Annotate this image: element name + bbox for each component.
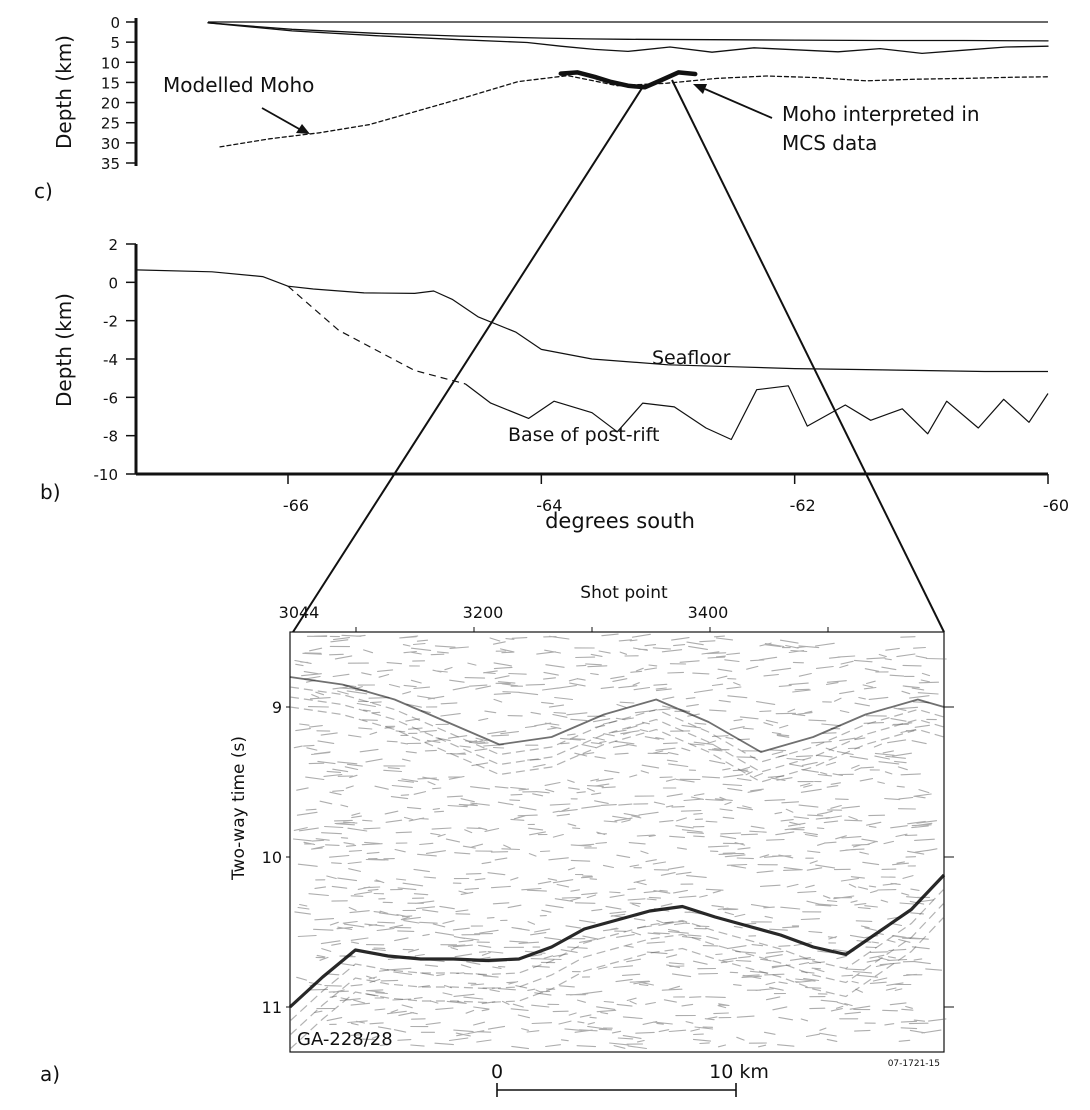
shot-point-tick-label: 3400 bbox=[688, 603, 729, 622]
panel-b-y-tick-label: -8 bbox=[103, 428, 118, 446]
shot-point-tick-label: 3044 bbox=[279, 603, 320, 622]
reflector-echo bbox=[289, 706, 945, 783]
annotation-mcs-data: MCS data bbox=[782, 131, 877, 155]
panel-b-y-tick-label: -10 bbox=[94, 466, 119, 484]
zoom-line-left bbox=[292, 84, 645, 633]
panel-c-y-ticks: 0 5 10 15 20 25 30 35 bbox=[101, 14, 136, 173]
zoom-line-right bbox=[671, 79, 945, 633]
reflector-echo bbox=[289, 686, 945, 763]
two-way-time-tick-label: 9 bbox=[272, 698, 282, 717]
panel-label-a: a) bbox=[40, 1062, 60, 1086]
panel-b: 2 0 -2 -4 -6 -8 -10 -66 -64 -62 -60 Depth (km) de… bbox=[40, 236, 1069, 533]
panel-b-x-tick-label: -60 bbox=[1043, 496, 1069, 515]
panel-b-y-tick-label: -2 bbox=[103, 313, 118, 331]
arrowhead-modelled-moho bbox=[296, 124, 310, 134]
two-way-time-ticks: 9 10 11 bbox=[262, 698, 954, 1017]
panel-c-y-tick-label: 30 bbox=[101, 135, 120, 153]
panel-b-y-tick-label: 0 bbox=[108, 274, 118, 292]
panel-c-y-tick-label: 5 bbox=[110, 34, 120, 52]
scale-bar-start-label: 0 bbox=[491, 1061, 503, 1083]
annotation-arrow-moho-interpreted bbox=[704, 88, 773, 119]
panel-b-series-seafloor bbox=[135, 269, 1048, 373]
annotation-seafloor: Seafloor bbox=[652, 347, 731, 369]
panel-b-y-axis-label: Depth (km) bbox=[52, 293, 76, 407]
panel-label-c: c) bbox=[34, 179, 53, 203]
shot-point-axis-label: Shot point bbox=[580, 583, 668, 603]
panel-label-b: b) bbox=[40, 480, 61, 504]
seismic-section-frame bbox=[289, 631, 945, 1053]
panel-b-y-tick-label: -6 bbox=[103, 389, 118, 407]
panel-c-series-seafloor bbox=[207, 22, 1049, 42]
panel-c-y-axis-label: Depth (km) bbox=[52, 35, 76, 149]
panel-c-y-tick-label: 10 bbox=[101, 54, 120, 72]
scale-bar-end-label: 10 km bbox=[709, 1061, 769, 1083]
figure-code: 07-1721-15 bbox=[888, 1059, 940, 1069]
panel-b-x-ticks: -66 -64 -62 -60 bbox=[283, 474, 1069, 515]
reflector-echo bbox=[289, 696, 945, 773]
panel-b-series bbox=[135, 269, 1049, 441]
panel-b-series-base-of-post-rift bbox=[464, 383, 1049, 441]
panel-a: Shot point 3044 3200 3400 9 10 11 Two-way ti… bbox=[40, 583, 954, 1097]
section-label: GA-228/28 bbox=[297, 1029, 393, 1050]
panel-b-series-base-of-post-rift-inferred- bbox=[287, 285, 466, 385]
panel-c-y-tick-label: 0 bbox=[110, 14, 120, 32]
annotation-arrow-modelled-moho bbox=[261, 107, 302, 131]
two-way-time-axis-label: Two-way time (s) bbox=[229, 736, 249, 881]
panel-c-y-tick-label: 25 bbox=[101, 115, 120, 133]
panel-c-y-tick-label: 20 bbox=[101, 95, 120, 113]
panel-b-x-axis-label: degrees south bbox=[545, 509, 695, 533]
reflector-echo bbox=[289, 902, 945, 1036]
annotation-modelled-moho: Modelled Moho bbox=[163, 73, 314, 97]
panel-b-y-ticks: 2 0 -2 -4 -6 -8 -10 bbox=[94, 236, 136, 484]
two-way-time-tick-label: 10 bbox=[262, 848, 282, 867]
arrowhead-moho-interpreted bbox=[693, 84, 707, 94]
panel-b-x-tick-label: -64 bbox=[536, 496, 562, 515]
seismic-reflectors bbox=[288, 676, 946, 1050]
reflector-echo bbox=[289, 916, 945, 1050]
annotation-base-post-rift: Base of post-rift bbox=[508, 424, 659, 446]
shot-point-tick-label: 3200 bbox=[463, 603, 504, 622]
panel-c-y-tick-label: 35 bbox=[101, 155, 120, 173]
two-way-time-tick-label: 11 bbox=[262, 998, 282, 1017]
reflector-echo bbox=[289, 888, 945, 1022]
annotation-moho-interpreted: Moho interpreted in bbox=[782, 102, 980, 126]
panel-c-series-moho-interpreted-in-mcs-data bbox=[558, 70, 698, 90]
shot-point-ticks: 3044 3200 3400 bbox=[279, 603, 829, 632]
reflector-upper-reflector bbox=[289, 676, 945, 753]
panel-b-x-tick-label: -62 bbox=[790, 496, 816, 515]
panel-c-y-tick-label: 15 bbox=[101, 74, 120, 92]
panel-c-series bbox=[207, 21, 1049, 148]
panel-b-y-tick-label: -4 bbox=[103, 351, 118, 369]
panel-c-series-base-of-post-rift bbox=[207, 22, 1049, 55]
reflector-moho-reflector bbox=[288, 873, 946, 1009]
panel-b-x-tick-label: -66 bbox=[283, 496, 309, 515]
panel-b-y-tick-label: 2 bbox=[108, 236, 118, 254]
panel-c-series-modelled-moho bbox=[219, 74, 1049, 148]
